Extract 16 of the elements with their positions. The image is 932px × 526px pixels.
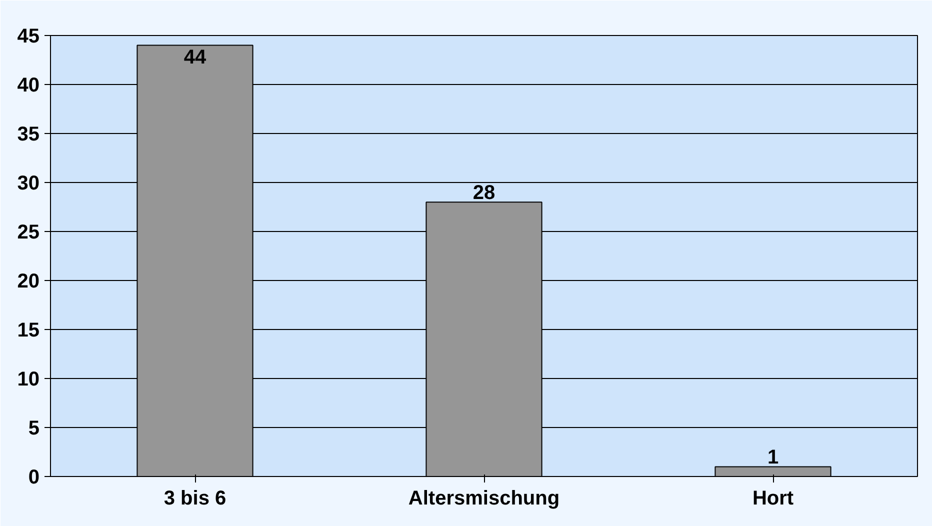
y-tick-label: 35 [17, 124, 40, 146]
y-tick-label: 25 [17, 222, 40, 244]
x-tick-label: 3 bis 6 [164, 488, 226, 510]
y-tick-label: 40 [17, 74, 40, 96]
y-tick-label: 5 [28, 418, 40, 440]
y-tick-label: 30 [17, 172, 40, 194]
x-tick-label: Hort [752, 488, 794, 510]
data-label: 28 [472, 182, 496, 204]
data-label: 1 [767, 446, 779, 469]
y-tick-label: 15 [17, 320, 40, 342]
y-tick-label: 20 [17, 270, 40, 292]
data-label: 44 [184, 46, 207, 68]
y-tick-label: 10 [17, 368, 40, 390]
y-tick-label: 45 [17, 26, 40, 48]
y-tick-label: 0 [28, 466, 40, 488]
x-tick-label: Altersmischung [408, 488, 560, 510]
